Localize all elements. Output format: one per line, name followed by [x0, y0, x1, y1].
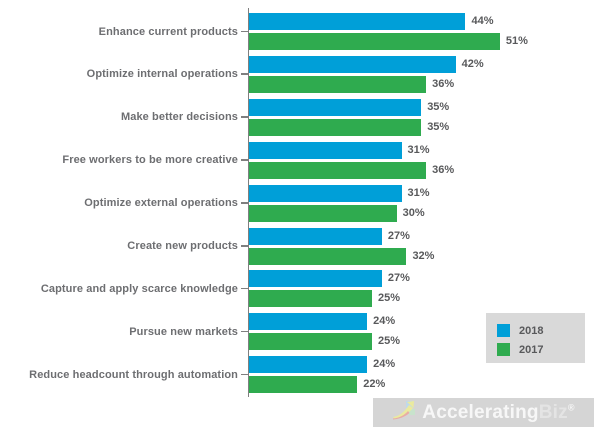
bar-2017	[249, 290, 372, 308]
category-label: Enhance current products	[98, 25, 238, 38]
bar-value-label: 25%	[378, 335, 401, 348]
bar-value-label: 36%	[432, 77, 455, 90]
bar-2018	[249, 13, 466, 30]
bar-2017	[249, 161, 427, 179]
bar-value-label: 36%	[432, 163, 455, 176]
category-row: Pursue new markets 24% 25%	[0, 313, 600, 351]
axis-tick	[241, 30, 248, 32]
bar-2017	[249, 376, 358, 394]
category-label: Free workers to be more creative	[62, 154, 238, 167]
category-row: Capture and apply scarce knowledge 27% 25%	[0, 270, 600, 308]
bar-2017	[249, 118, 422, 136]
category-row: Create new products 27% 32%	[0, 227, 600, 265]
bar-2018	[249, 356, 368, 374]
category-row: Reduce headcount through automation 24% 22…	[0, 356, 600, 394]
bar-value-label: 27%	[387, 229, 410, 242]
bar-2017	[249, 204, 397, 222]
legend-label: 2017	[519, 343, 544, 356]
bar-value-label: 22%	[363, 378, 386, 391]
category-label: Reduce headcount through automation	[29, 368, 238, 381]
bar-2018	[249, 227, 382, 245]
bar-value-label: 24%	[373, 358, 396, 371]
bar-value-label: 35%	[427, 120, 450, 133]
axis-tick	[241, 373, 248, 376]
axis-tick	[241, 202, 248, 204]
brand-name-part1: Accelerating	[422, 401, 539, 423]
brand-name: AcceleratingBiz®	[422, 402, 574, 424]
bar-value-label: 42%	[461, 57, 484, 70]
category-label: Capture and apply scarce knowledge	[40, 282, 238, 295]
bar-2018	[249, 313, 368, 331]
acceleratingbiz-logo: AcceleratingBiz®	[373, 398, 594, 427]
category-row: Make better decisions 35% 35%	[0, 98, 600, 136]
axis-tick	[241, 116, 248, 118]
bar-2018	[249, 55, 456, 73]
legend-item-2017: 2017	[497, 340, 585, 359]
legend-item-2018: 2018	[497, 321, 585, 340]
legend-swatch	[497, 343, 510, 356]
growth-arrow-icon	[392, 400, 418, 425]
bar-value-label: 31%	[407, 186, 430, 199]
bar-2018	[249, 98, 422, 116]
brand-name-part2: Biz	[538, 401, 568, 423]
bar-value-label: 27%	[387, 272, 410, 285]
bar-2017	[249, 33, 500, 50]
legend-swatch	[497, 324, 510, 337]
bar-value-label: 24%	[373, 315, 396, 328]
category-label: Optimize internal operations	[86, 68, 238, 81]
category-label: Optimize external operations	[84, 197, 238, 210]
bar-2017	[249, 75, 427, 93]
axis-tick	[241, 159, 248, 161]
category-label: Make better decisions	[120, 111, 238, 124]
bar-value-label: 30%	[402, 206, 425, 219]
axis-tick	[241, 73, 248, 75]
registered-trademark-symbol: ®	[567, 402, 575, 413]
bar-value-label: 25%	[378, 292, 401, 305]
category-row: Free workers to be more creative 31% 36%	[0, 141, 600, 179]
bar-value-label: 31%	[407, 143, 430, 156]
legend: 2018 2017	[486, 313, 585, 363]
axis-tick	[241, 245, 248, 247]
bar-value-label: 51%	[505, 35, 528, 47]
axis-tick	[241, 330, 248, 333]
category-row: Enhance current products 44% 51%	[0, 13, 600, 50]
category-label: Pursue new markets	[129, 325, 238, 338]
legend-label: 2018	[519, 324, 544, 337]
bar-2018	[249, 141, 402, 159]
bar-value-label: 44%	[471, 15, 494, 27]
axis-tick	[241, 287, 248, 290]
bar-2018	[249, 184, 402, 202]
bar-2018	[249, 270, 382, 288]
category-row: Optimize internal operations 42% 36%	[0, 55, 600, 93]
bar-2017	[249, 333, 372, 351]
bar-value-label: 32%	[412, 249, 435, 262]
category-axis-line	[247, 8, 249, 397]
bar-2017	[249, 247, 407, 265]
bar-value-label: 35%	[427, 100, 450, 113]
category-label: Create new products	[127, 240, 238, 252]
category-row: Optimize external operations 31% 30%	[0, 184, 600, 222]
